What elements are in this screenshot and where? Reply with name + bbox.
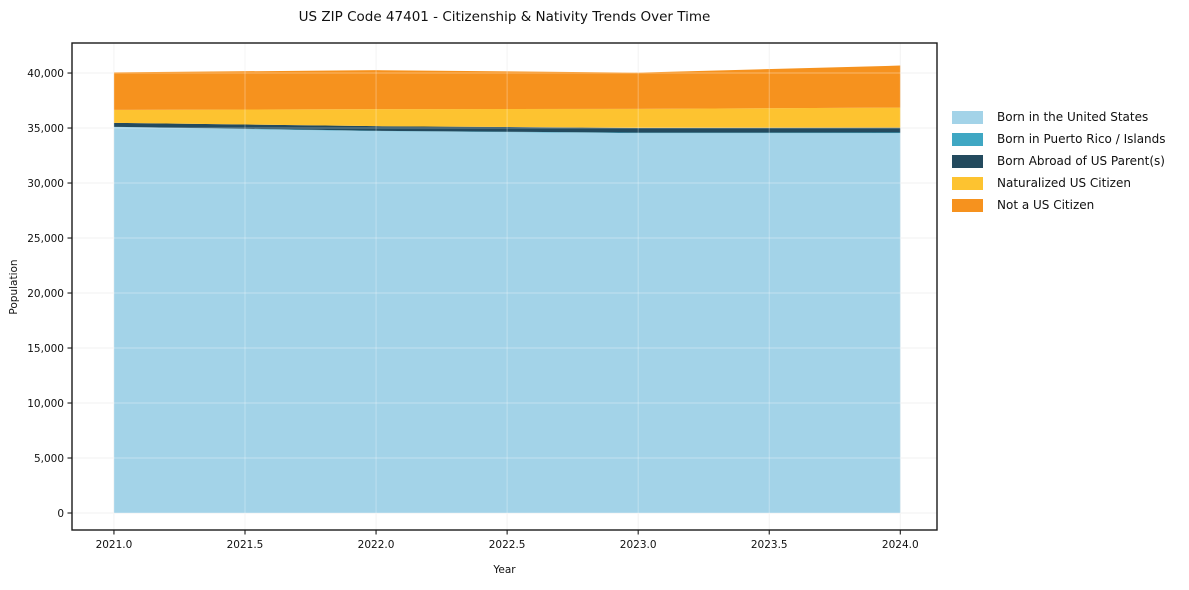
legend-item-born-abroad-of-us-parent-s: Born Abroad of US Parent(s) [952, 150, 1166, 172]
axis-ticks: 2021.0 2021.5 2022.0 2022.5 2023.0 2023.5 2024… [27, 68, 918, 551]
y-tick-label: 25,000 [27, 233, 64, 245]
legend-label: Born in the United States [997, 110, 1149, 124]
x-tick-label: 2022.5 [489, 539, 526, 551]
gridlines-overlay [72, 43, 937, 530]
x-tick-label: 2021.5 [227, 539, 264, 551]
stacked-areas [113, 65, 901, 514]
legend-swatch-icon [952, 198, 983, 212]
legend-item-born-in-puerto-rico-islands: Born in Puerto Rico / Islands [952, 128, 1166, 150]
x-tick-label: 2023.5 [751, 539, 788, 551]
y-tick-label: 5,000 [34, 453, 64, 465]
area-born-abroad-of-us-parent-s [113, 122, 901, 133]
legend: Born in the United States Born in Puerto … [952, 106, 1166, 216]
legend-swatch-icon [952, 154, 983, 168]
x-tick-label: 2023.0 [620, 539, 657, 551]
x-tick-label: 2024.0 [882, 539, 919, 551]
area-born-in-the-united-states [113, 127, 901, 514]
y-axis-label: Population [8, 259, 20, 315]
legend-item-born-in-the-united-states: Born in the United States [952, 106, 1166, 128]
legend-label: Born in Puerto Rico / Islands [997, 132, 1166, 146]
y-tick-label: 0 [57, 508, 64, 520]
y-tick-label: 20,000 [27, 288, 64, 300]
y-tick-label: 10,000 [27, 398, 64, 410]
area-born-in-puerto-rico-islands [113, 126, 901, 134]
area-not-a-us-citizen [113, 65, 901, 110]
legend-swatch-icon [952, 132, 983, 146]
legend-label: Naturalized US Citizen [997, 176, 1131, 190]
legend-item-naturalized-us-citizen: Naturalized US Citizen [952, 172, 1166, 194]
legend-swatch-icon [952, 176, 983, 190]
y-tick-label: 30,000 [27, 178, 64, 190]
legend-item-not-a-us-citizen: Not a US Citizen [952, 194, 1166, 216]
legend-swatch-icon [952, 110, 983, 124]
y-tick-label: 40,000 [27, 68, 64, 80]
plot-spines [71, 42, 938, 531]
legend-label: Born Abroad of US Parent(s) [997, 154, 1165, 168]
x-tick-label: 2022.0 [358, 539, 395, 551]
x-axis-label: Year [493, 564, 516, 576]
y-tick-label: 35,000 [27, 123, 64, 135]
chart-title: US ZIP Code 47401 - Citizenship & Nativi… [298, 9, 711, 25]
area-naturalized-us-citizen [113, 107, 901, 128]
legend-label: Not a US Citizen [997, 198, 1095, 212]
x-tick-label: 2021.0 [96, 539, 133, 551]
y-tick-label: 15,000 [27, 343, 64, 355]
